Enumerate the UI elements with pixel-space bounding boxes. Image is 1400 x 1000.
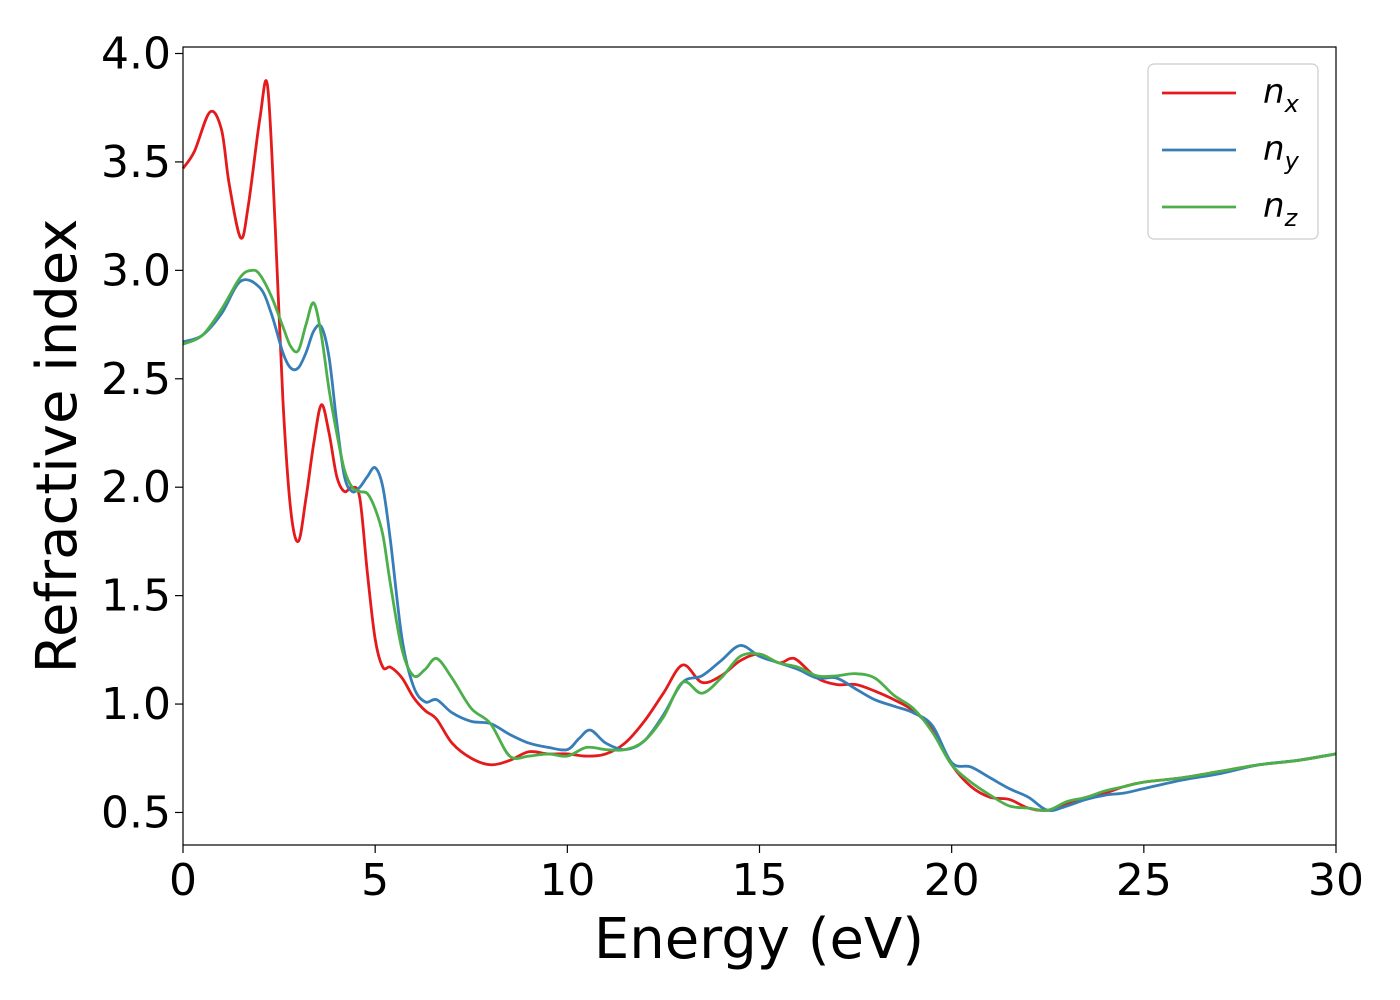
x-axis-label: Energy (eV) [594, 907, 924, 972]
y-axis-ticks: 0.5 1.0 1.5 2.0 2.5 3.0 3.5 4.0 [101, 29, 183, 838]
legend-label-nx: nx [1263, 72, 1300, 118]
x-tick-label: 5 [361, 855, 389, 906]
series-line-nz [182, 268, 1337, 812]
x-tick-label: 25 [1116, 855, 1172, 906]
y-tick-label: 1.0 [101, 679, 171, 730]
legend-label-ny: ny [1263, 129, 1300, 175]
y-tick-label: 4.0 [101, 29, 171, 80]
y-axis-label: Refractive index [25, 219, 90, 674]
x-tick-label: 15 [732, 855, 788, 906]
y-tick-label: 2.5 [101, 354, 171, 405]
legend-label-nz: nz [1263, 186, 1299, 232]
legend: nx ny nz [1147, 63, 1319, 240]
x-tick-label: 0 [169, 855, 197, 906]
y-tick-label: 2.0 [101, 462, 171, 513]
y-tick-label: 1.5 [101, 571, 171, 622]
y-tick-label: 3.5 [101, 137, 171, 188]
series-line-ny [182, 278, 1337, 813]
plot-background [183, 47, 1336, 845]
series-line-nx [181, 79, 1337, 812]
legend-box [1147, 63, 1319, 240]
y-tick-label: 3.0 [101, 245, 171, 296]
x-tick-label: 20 [924, 855, 980, 906]
x-axis-ticks: 0 5 10 15 20 25 30 [169, 845, 1364, 906]
y-tick-label: 0.5 [101, 787, 171, 838]
x-tick-label: 30 [1308, 855, 1364, 906]
series-layer [181, 79, 1337, 813]
x-tick-label: 10 [539, 855, 595, 906]
